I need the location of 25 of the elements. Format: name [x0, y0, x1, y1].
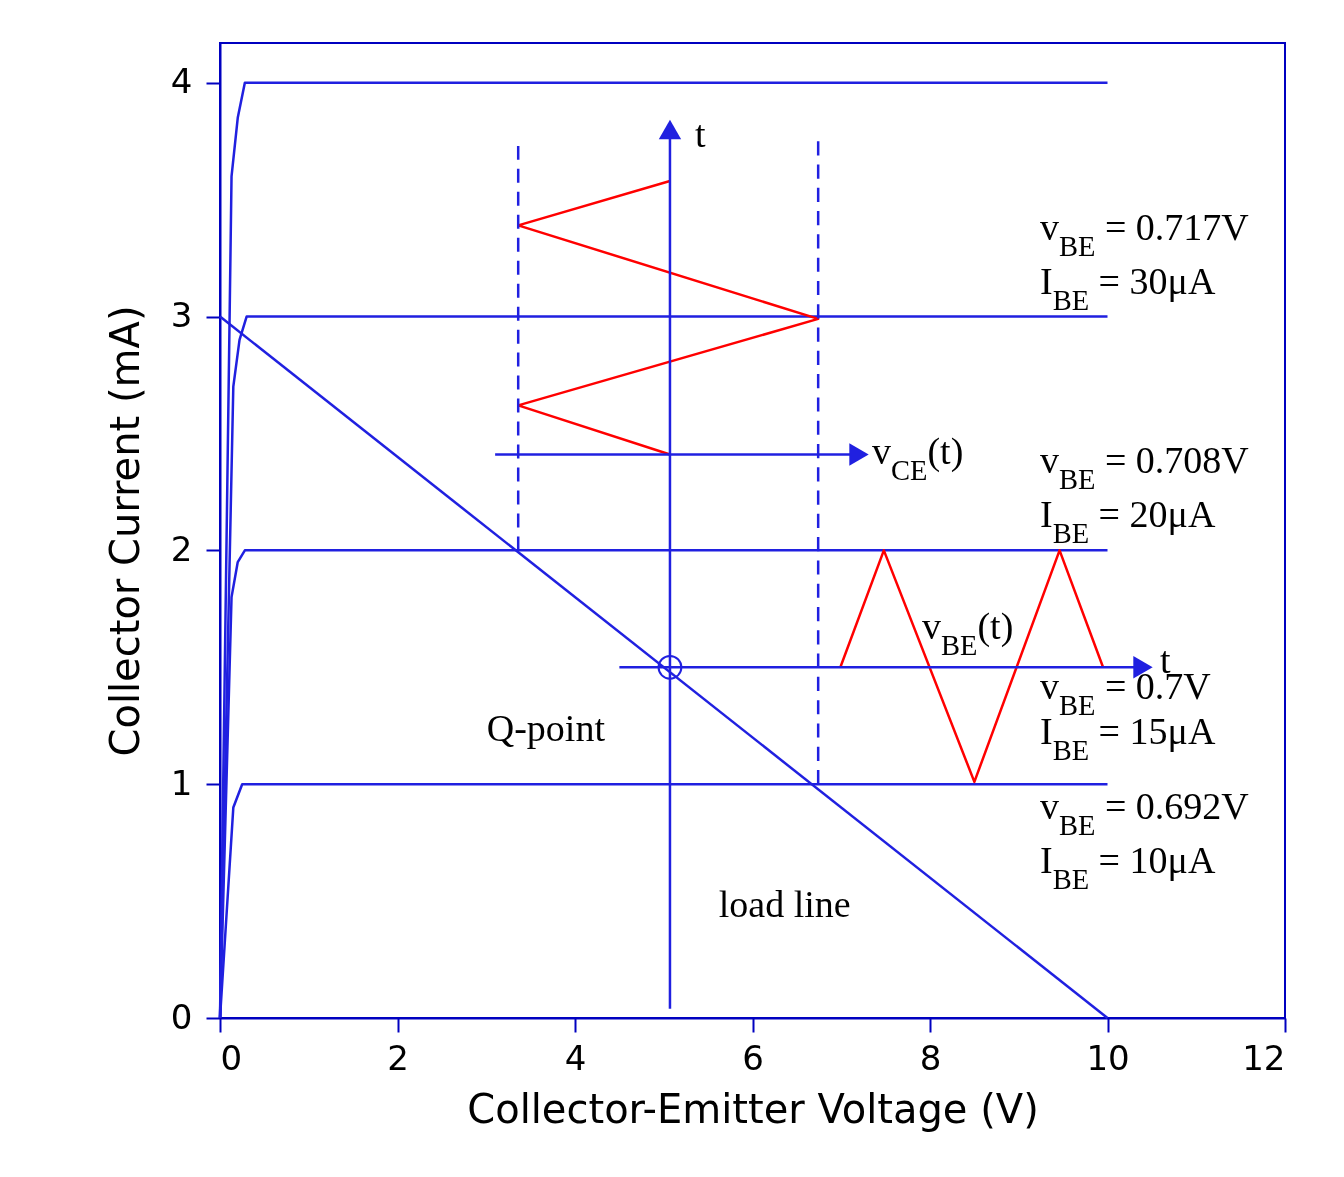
x-tick-label: 8: [919, 1037, 942, 1078]
y-tick-label: 4: [170, 61, 193, 102]
annotation: I$_{BE}$ = 10μA: [1040, 839, 1216, 895]
y-tick-label: 3: [170, 295, 193, 336]
y-tick-label: 2: [170, 528, 193, 569]
x-tick-label: 10: [1086, 1037, 1130, 1078]
annotation: Q-point: [486, 707, 606, 750]
x-axis-title: Collector-Emitter Voltage (V): [467, 1085, 1039, 1132]
y-axis-title: Collector Current (mA): [101, 305, 148, 757]
x-tick-label: 4: [564, 1037, 587, 1078]
x-tick-label: 2: [387, 1037, 409, 1078]
annotation: I$_{BE}$ = 30μA: [1040, 259, 1216, 316]
annotation: v$_{BE}$ = 0.692V: [1040, 785, 1250, 841]
y-tick-label: 1: [170, 762, 193, 803]
annotation: load line: [718, 882, 851, 925]
annotation: v$_{BE}$ = 0.708V: [1040, 439, 1250, 495]
x-tick-label: 0: [220, 1037, 243, 1078]
annotation: v$_{BE}$ = 0.717V: [1040, 205, 1250, 262]
annotation: I$_{BE}$ = 20μA: [1040, 493, 1216, 549]
annotation: t: [694, 112, 706, 155]
x-tick-label: 12: [1242, 1037, 1286, 1078]
x-tick-label: 6: [742, 1037, 764, 1078]
y-tick-label: 0: [170, 996, 193, 1037]
annotation: v$_{CE}$(t): [872, 429, 964, 486]
annotation: v$_{BE}$(t): [922, 605, 1014, 661]
